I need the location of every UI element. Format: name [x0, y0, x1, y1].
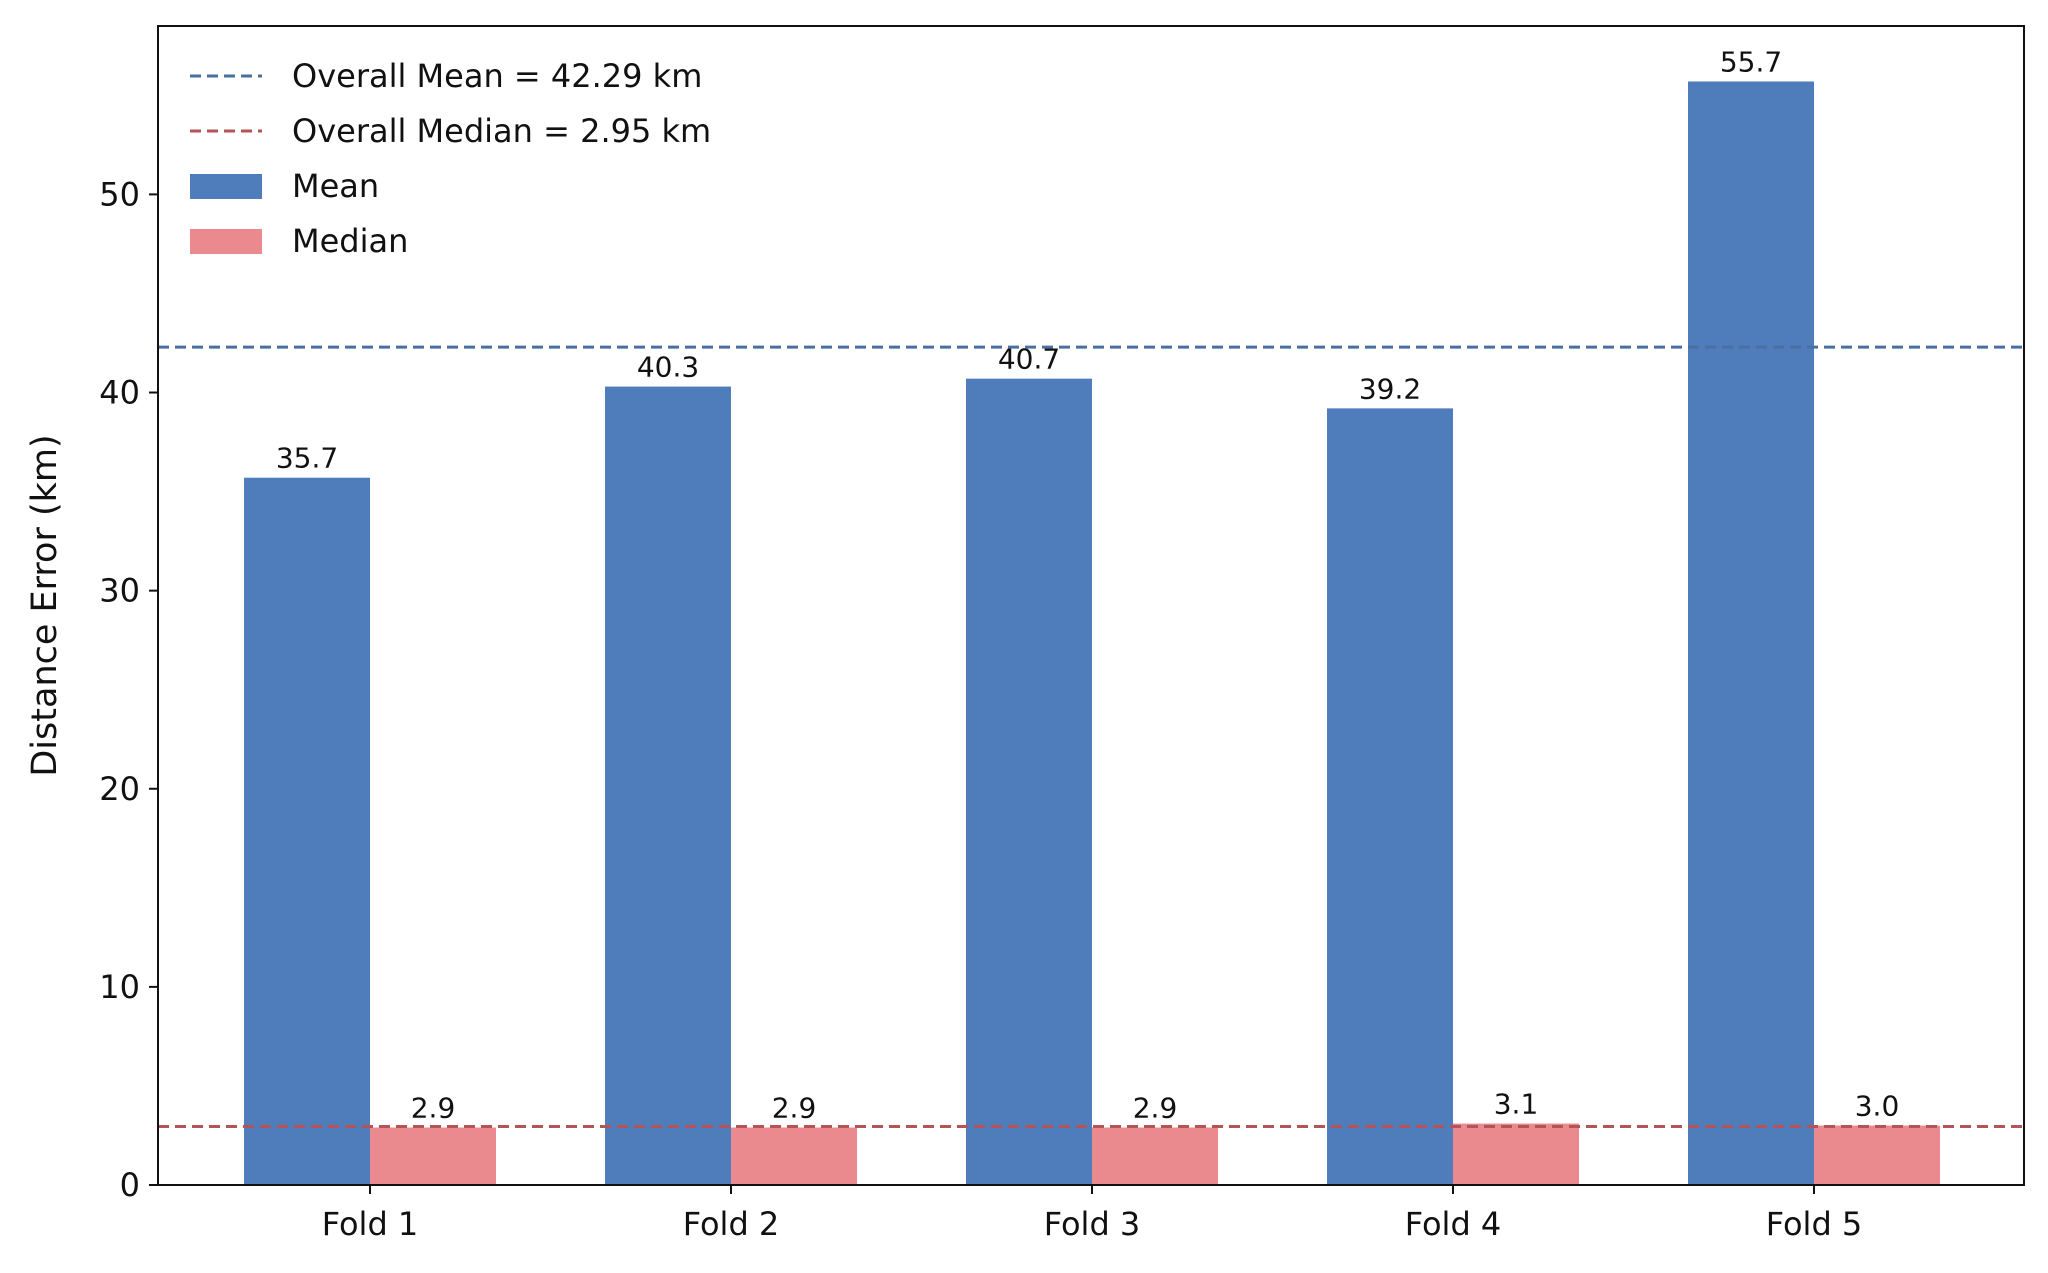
- bar-mean-4: [1327, 408, 1453, 1185]
- y-tick-label: 50: [99, 175, 140, 213]
- legend-label: Mean: [292, 167, 379, 205]
- x-tick-label: Fold 3: [1044, 1205, 1141, 1243]
- x-tick-label: Fold 5: [1766, 1205, 1863, 1243]
- bar-mean-1: [244, 477, 370, 1185]
- bar-value-label: 55.7: [1720, 45, 1782, 78]
- bar-value-label: 2.9: [411, 1092, 456, 1125]
- legend-patch-swatch: [190, 174, 262, 199]
- bar-value-label: 35.7: [276, 442, 338, 475]
- bar-mean-2: [605, 386, 731, 1186]
- y-axis-title: Distance Error (km): [25, 434, 65, 776]
- bar-value-label: 3.1: [1494, 1088, 1539, 1121]
- bar-median-2: [731, 1127, 857, 1185]
- y-tick-label: 0: [120, 1166, 140, 1204]
- y-tick-label: 20: [99, 770, 140, 808]
- bar-median-3: [1092, 1127, 1218, 1185]
- plot-frame: [157, 25, 2025, 1186]
- bar-value-label: 40.3: [637, 351, 699, 384]
- x-tick-label: Fold 1: [322, 1205, 419, 1243]
- legend-patch-swatch: [190, 229, 262, 254]
- legend-label: Overall Median = 2.95 km: [292, 112, 711, 150]
- bar-value-label: 2.9: [1133, 1092, 1178, 1125]
- bar-median-1: [370, 1127, 496, 1185]
- bar-mean-5: [1688, 81, 1814, 1185]
- bar-median-5: [1814, 1125, 1940, 1185]
- legend-label: Overall Mean = 42.29 km: [292, 57, 702, 95]
- x-tick-label: Fold 2: [683, 1205, 780, 1243]
- bar-median-4: [1453, 1123, 1579, 1185]
- y-tick-label: 30: [99, 572, 140, 610]
- y-tick-label: 40: [99, 374, 140, 412]
- y-tick-label: 10: [99, 968, 140, 1006]
- bar-value-label: 3.0: [1855, 1090, 1900, 1123]
- bar-mean-3: [966, 378, 1092, 1186]
- x-tick-label: Fold 4: [1405, 1205, 1502, 1243]
- legend-label: Median: [292, 222, 408, 260]
- bar-value-label: 2.9: [772, 1092, 817, 1125]
- bar-value-label: 39.2: [1359, 372, 1421, 405]
